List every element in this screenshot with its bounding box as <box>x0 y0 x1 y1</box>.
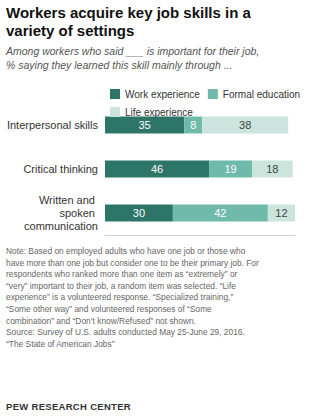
html-text:Source: Survey of U.S. adults: Source: Survey of U.S. adults conducted … <box>6 327 245 338</box>
svg-text:Critical thinking: Critical thinking <box>23 163 98 175</box>
html-text:combination” and “Don’t know/R: combination” and “Don’t know/Refused” no… <box>6 315 196 326</box>
svg-text:8: 8 <box>190 119 196 131</box>
html-text:Note: Based on employed adults: Note: Based on employed adults who have … <box>6 246 246 256</box>
html-text:respondents who ranked more th: respondents who ranked more than one ite… <box>6 269 238 280</box>
html-text:variety of settings: variety of settings <box>6 22 135 39</box>
svg-text:38: 38 <box>239 119 251 131</box>
html-text:Among workers who said ___ is: Among workers who said ___ is important … <box>6 45 260 57</box>
svg-text:Life experience: Life experience <box>125 107 193 118</box>
svg-text:30: 30 <box>133 207 145 219</box>
svg-text:35: 35 <box>138 119 150 131</box>
html-text:“The State of American Jobs”: “The State of American Jobs” <box>6 338 115 349</box>
html-text:experience” is a volunteered r: experience” is a volunteered response. “… <box>6 292 234 303</box>
html-text:“very” important to their job,: “very” important to their job, a random … <box>6 280 236 291</box>
svg-text:communication: communication <box>24 220 98 232</box>
svg-text:12: 12 <box>275 207 287 219</box>
html-text:have more than one job but con: have more than one job but consider one … <box>6 257 259 268</box>
svg-text:Work experience: Work experience <box>125 89 200 100</box>
svg-text:46: 46 <box>151 163 163 175</box>
html-text:% saying they learned this ski: % saying they learned this skill mainly … <box>6 59 233 71</box>
svg-text:42: 42 <box>214 207 226 219</box>
svg-text:Written and: Written and <box>39 194 98 206</box>
svg-text:18: 18 <box>266 163 278 175</box>
html-text:PEW RESEARCH CENTER: PEW RESEARCH CENTER <box>6 401 131 412</box>
svg-text:19: 19 <box>224 163 236 175</box>
svg-text:Formal education: Formal education <box>223 89 300 100</box>
html-text:“Some other way” and volunteer: “Some other way” and volunteered respons… <box>6 304 212 314</box>
svg-text:spoken: spoken <box>59 207 98 219</box>
svg-text:Interpersonal skills: Interpersonal skills <box>7 119 99 131</box>
html-text:Workers acquire key job skills: Workers acquire key job skills in a <box>6 4 251 21</box>
